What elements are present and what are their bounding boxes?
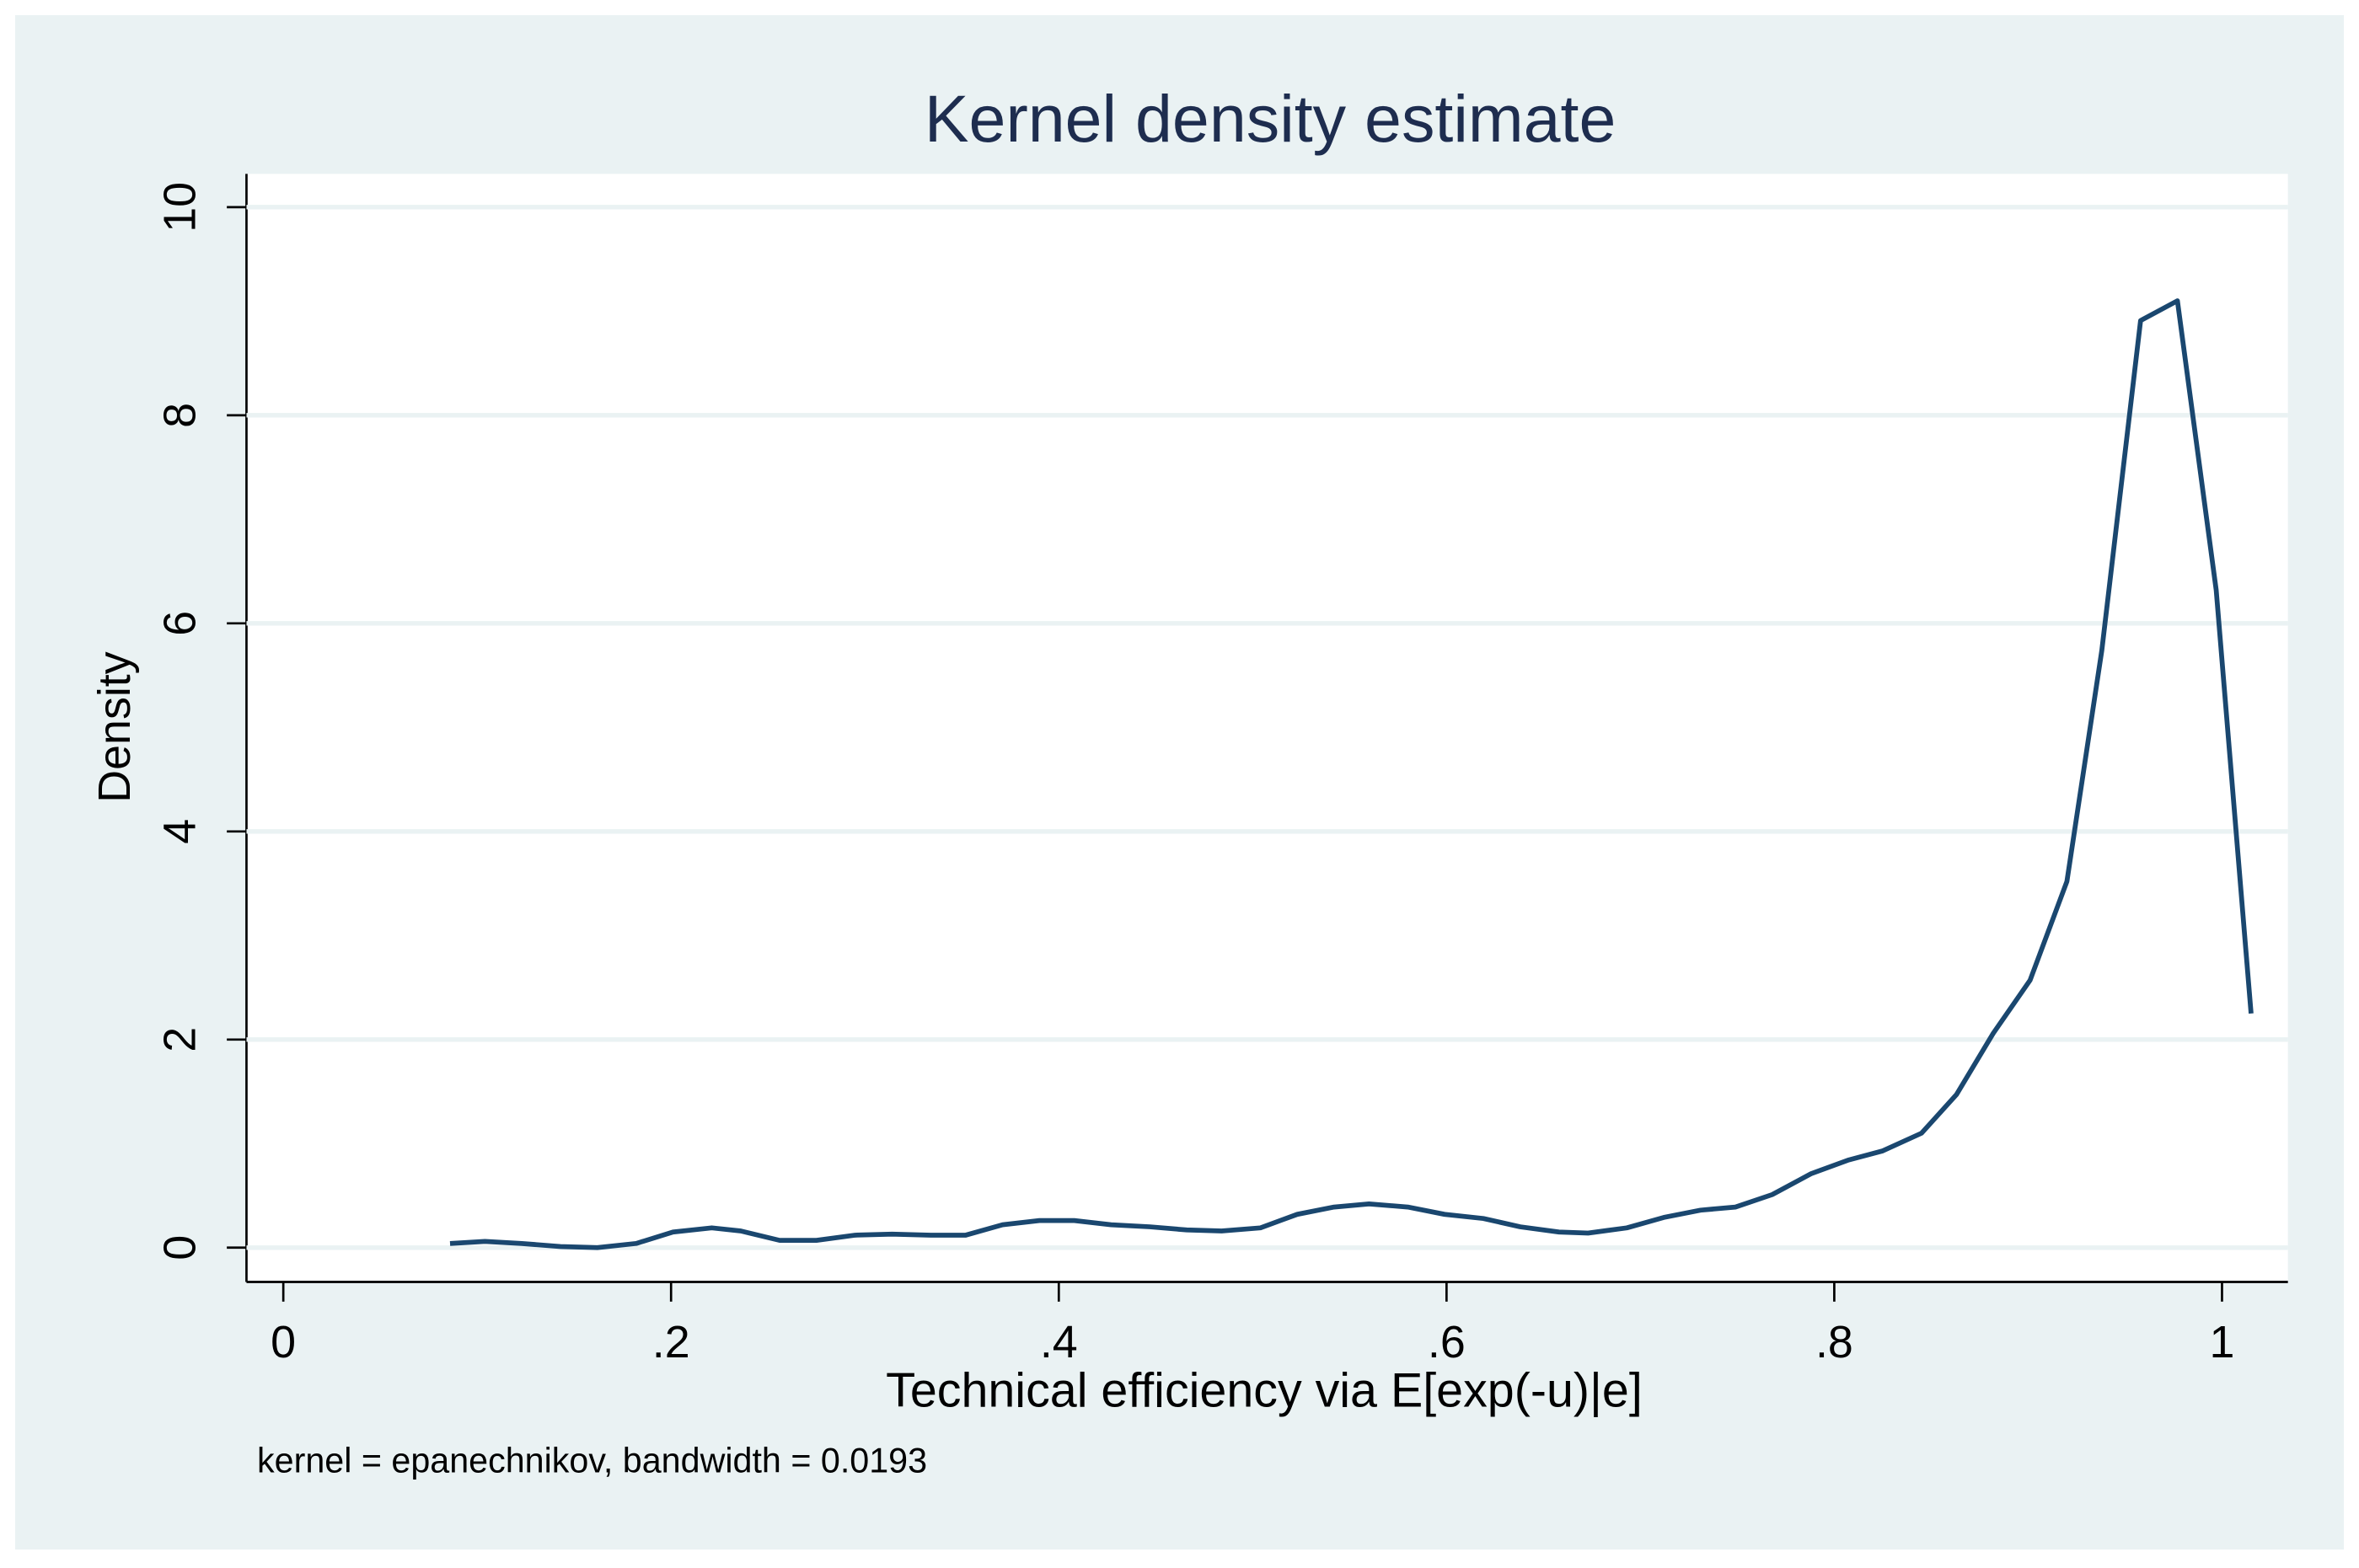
chart-title: Kernel density estimate: [925, 82, 1616, 156]
y-tick-label: 4: [154, 819, 205, 844]
x-tick-label: .8: [1815, 1317, 1853, 1367]
y-tick-label: 0: [154, 1235, 205, 1260]
x-axis-title: Technical efficiency via E[exp(-u)|e]: [886, 1363, 1643, 1417]
x-tick-label: 0: [271, 1317, 296, 1367]
x-tick-label: 1: [2209, 1317, 2234, 1367]
x-tick-label: .4: [1040, 1317, 1078, 1367]
x-tick-label: .6: [1428, 1317, 1466, 1367]
y-tick-label: 6: [154, 611, 205, 636]
note: kernel = epanechnikov, bandwidth = 0.019…: [257, 1442, 927, 1480]
plot-area: [246, 174, 2288, 1282]
density-line: [449, 298, 2254, 1250]
y-tick-label: 2: [154, 1027, 205, 1052]
y-tick-label: 10: [154, 182, 205, 233]
y-axis-title: Density: [89, 651, 140, 803]
y-tick-label: 8: [154, 403, 205, 428]
x-tick-label: .2: [652, 1317, 690, 1367]
